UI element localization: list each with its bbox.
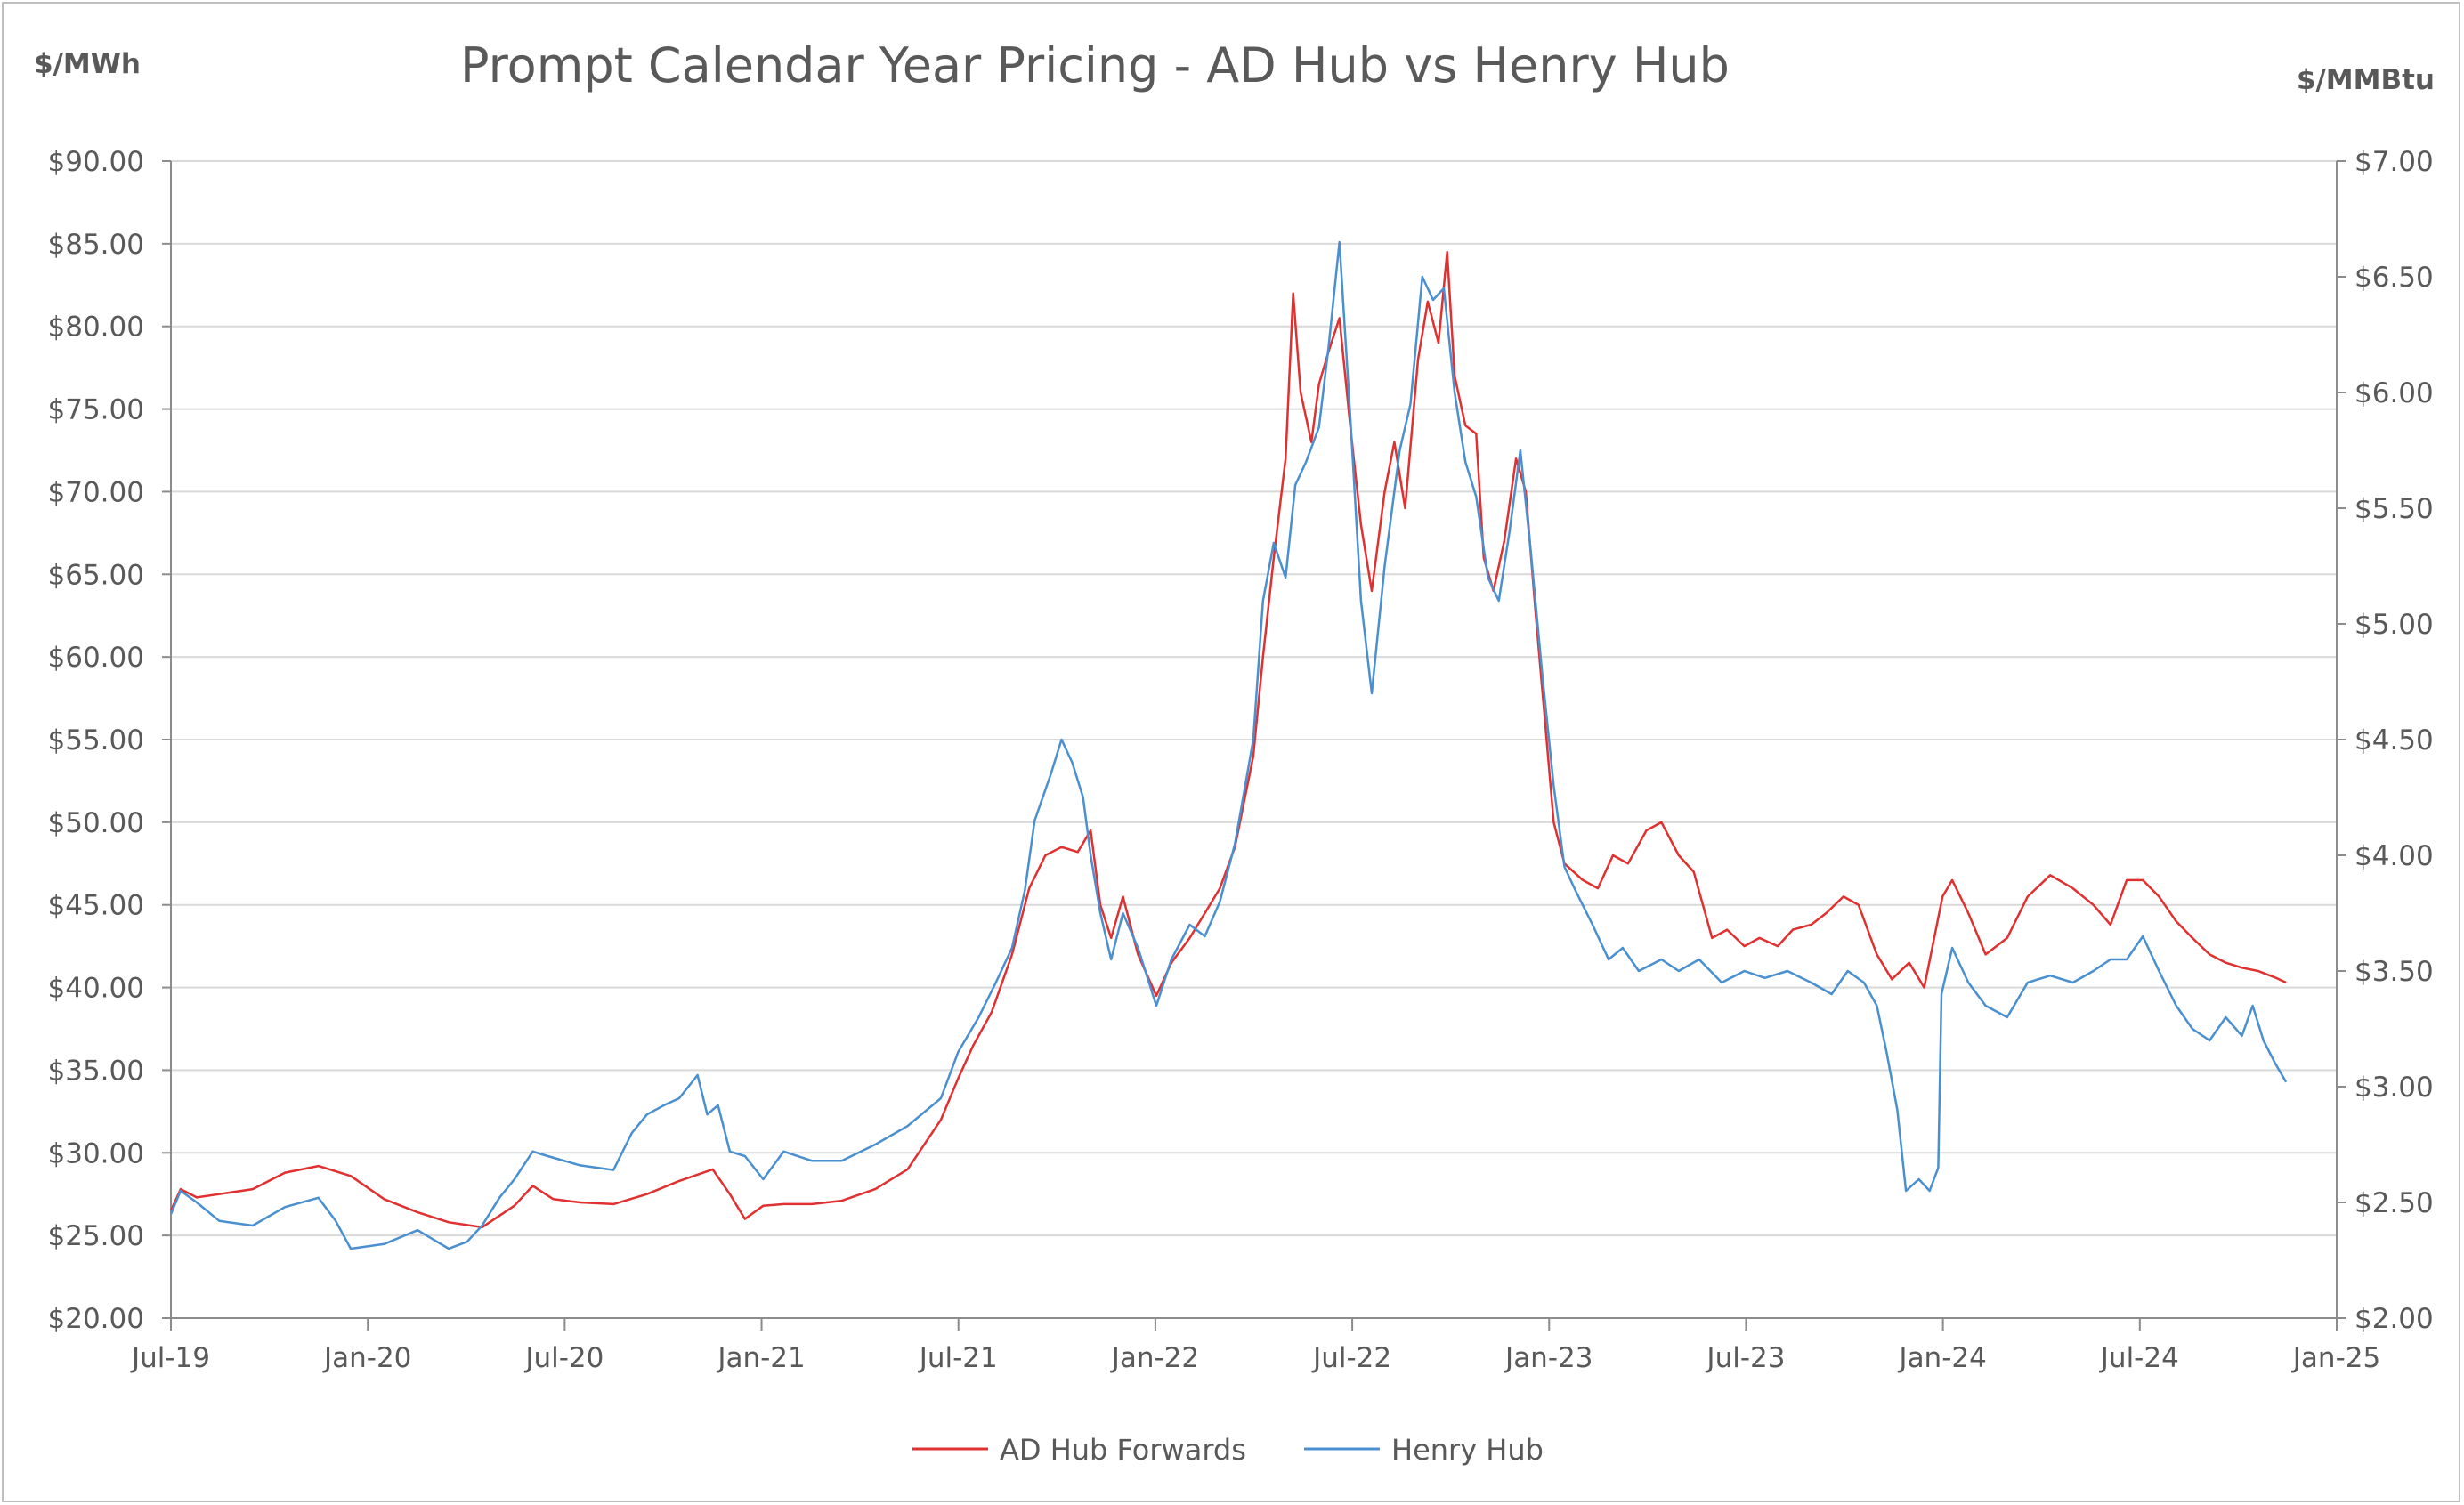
x-tick-label: Jan-22 xyxy=(1110,1342,1199,1374)
left-tick-label: $55.00 xyxy=(48,724,144,757)
left-axis-unit: $/MWh xyxy=(34,48,141,80)
left-tick-label: $50.00 xyxy=(48,807,144,839)
right-tick-label: $4.00 xyxy=(2355,840,2434,872)
right-tick-label: $6.00 xyxy=(2355,377,2434,409)
left-tick-label: $45.00 xyxy=(48,890,144,922)
series-lines xyxy=(169,240,2288,1250)
right-tick-label: $3.00 xyxy=(2355,1072,2434,1104)
left-tick-label: $75.00 xyxy=(48,394,144,426)
gridlines xyxy=(171,160,2337,1237)
x-tick-label: Jul-20 xyxy=(523,1342,604,1374)
right-tick-label: $5.00 xyxy=(2355,609,2434,641)
x-tick-label: Jan-23 xyxy=(1504,1342,1593,1374)
series-line-ad-hub xyxy=(169,250,2287,1229)
left-tick-label: $20.00 xyxy=(48,1303,144,1335)
left-tick-label: $65.00 xyxy=(48,559,144,591)
x-tick-label: Jul-19 xyxy=(130,1342,210,1374)
left-tick-label: $60.00 xyxy=(48,642,144,674)
left-tick-label: $90.00 xyxy=(48,146,144,178)
left-tick-label: $70.00 xyxy=(48,476,144,508)
x-tick-label: Jan-25 xyxy=(2291,1342,2380,1374)
left-tick-label: $80.00 xyxy=(48,312,144,344)
right-tick-label: $4.50 xyxy=(2355,724,2434,757)
right-tick-label: $7.00 xyxy=(2355,146,2434,178)
x-tick-label: Jan-24 xyxy=(1897,1342,1986,1374)
x-tick-label: Jan-20 xyxy=(322,1342,411,1374)
left-tick-label: $85.00 xyxy=(48,229,144,261)
tick-labels: $20.00 $25.00 $30.00 $35.00 $40.00 $45.00 $50.… xyxy=(48,146,2434,1374)
series-line-henry-hub xyxy=(169,240,2288,1250)
left-tick-label: $30.00 xyxy=(48,1137,144,1169)
x-tick-label: Jul-22 xyxy=(1311,1342,1391,1374)
right-tick-label: $2.00 xyxy=(2355,1303,2434,1335)
legend: AD Hub Forwards Henry Hub xyxy=(912,1433,1544,1467)
axes xyxy=(162,160,2346,1331)
right-axis-unit: $/MMBtu xyxy=(2297,64,2435,96)
right-tick-label: $3.50 xyxy=(2355,956,2434,988)
legend-label-henry-hub: Henry Hub xyxy=(1391,1433,1544,1467)
right-tick-label: $2.50 xyxy=(2355,1187,2434,1219)
right-tick-label: $6.50 xyxy=(2355,262,2434,294)
x-tick-label: Jul-24 xyxy=(2099,1342,2179,1374)
left-tick-label: $35.00 xyxy=(48,1055,144,1087)
left-tick-label: $40.00 xyxy=(48,973,144,1005)
x-tick-label: Jan-21 xyxy=(716,1342,805,1374)
x-tick-label: Jul-21 xyxy=(918,1342,998,1374)
chart-title: Prompt Calendar Year Pricing - AD Hub vs… xyxy=(460,37,1730,93)
legend-label-ad-hub: AD Hub Forwards xyxy=(1000,1433,1246,1467)
left-tick-label: $25.00 xyxy=(48,1220,144,1252)
right-tick-label: $5.50 xyxy=(2355,493,2434,525)
x-tick-label: Jul-23 xyxy=(1705,1342,1785,1374)
